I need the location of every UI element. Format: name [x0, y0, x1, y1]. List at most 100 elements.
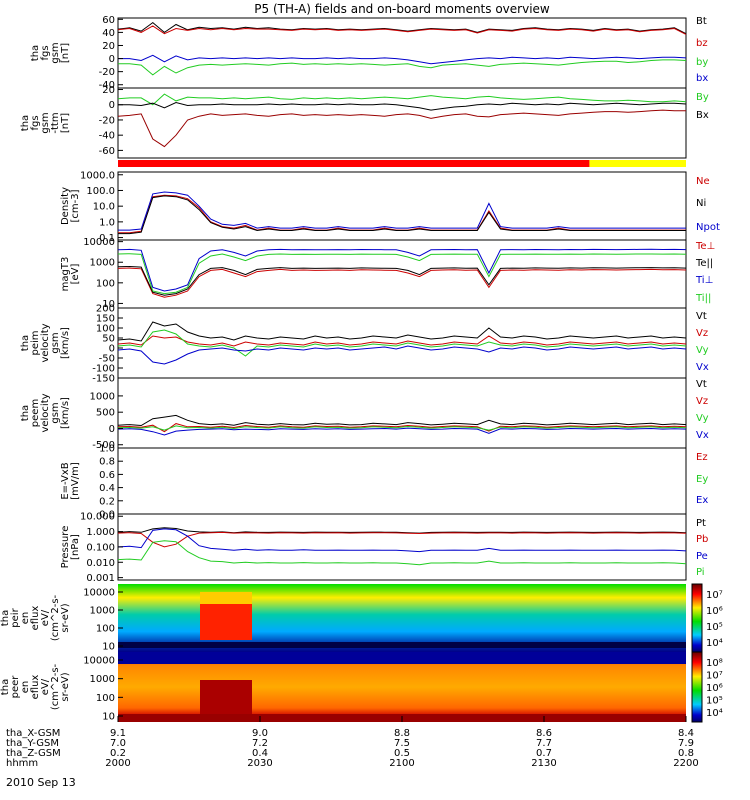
y-axis-label: tha: [20, 335, 31, 351]
legend-label-npot: Npot: [696, 222, 720, 233]
panel-frame: [117, 447, 687, 515]
panel-frame: [117, 87, 687, 159]
y-tick-label: 1000.0: [80, 170, 115, 181]
spectrogram-feature: [200, 680, 252, 714]
y-tick-label: 10: [102, 712, 115, 723]
x-tick-label: 7.2: [252, 738, 268, 749]
x-tick-label: 0.8: [678, 748, 694, 759]
y-axis-label: gsm: [50, 42, 61, 63]
spectrogram-feature: [118, 652, 686, 664]
colorbar-tick-label: 10⁵: [706, 696, 723, 707]
y-axis-label: tha: [20, 405, 31, 421]
y-tick-label: 0: [109, 344, 115, 355]
colorbar: [691, 651, 703, 723]
x-row-label: tha_X-GSM: [6, 728, 60, 739]
x-tick-label: 8.4: [678, 728, 694, 739]
legend-label-vz: Vz: [696, 328, 708, 339]
y-axis-label: eV/: [40, 678, 51, 695]
y-tick-label: 0.4: [99, 483, 115, 494]
y-axis-label: fgs: [30, 115, 41, 130]
y-axis-label: Density: [60, 187, 71, 225]
x-tick-label: 0.7: [536, 748, 552, 759]
y-axis-label: fgs: [40, 45, 51, 60]
y-axis-label: [eV]: [70, 264, 81, 285]
y-tick-label: 10: [102, 642, 115, 653]
y-tick-label: 0: [109, 424, 115, 435]
panel-6: Vt Vz Vy Vx 1000 500 0 -500 tha peem velocity gsm [k…: [20, 377, 709, 451]
plot-title: P5 (TH-A) fields and on-board moments ov…: [254, 2, 550, 16]
series-line-te⊥: [117, 267, 687, 298]
legend-label-bx: Bx: [696, 110, 709, 121]
y-tick-label: 10000: [83, 656, 115, 667]
series-line-pi: [117, 540, 687, 566]
y-axis-label: [nPa]: [70, 534, 81, 560]
series-line-bt: [117, 21, 687, 35]
series-line-vz: [117, 423, 687, 433]
y-axis-label: peer: [10, 675, 21, 699]
legend-label-vx: Vx: [696, 430, 709, 441]
series-line-vx: [117, 427, 687, 436]
y-axis-label: sr-eV): [60, 672, 71, 701]
spectrogram-feature: [118, 642, 686, 648]
y-tick-label: 150: [96, 314, 115, 325]
series-line-vt: [117, 321, 687, 342]
x-tick-label: 8.6: [536, 728, 552, 739]
y-tick-label: 0.010: [86, 558, 115, 569]
legend-label-by: by: [696, 57, 708, 68]
x-tick-label: 8.8: [394, 728, 410, 739]
x-tick-label: 2130: [531, 758, 556, 769]
colorbar-tick-label: 10⁷: [706, 590, 723, 601]
legend-label-bz: Bz: [696, 0, 708, 3]
series-line-bz: [117, 25, 687, 35]
panel-1: Bt bz by bx 60 40 20 0 -20 -40 tha fgs gsm [nT]: [30, 15, 708, 91]
y-tick-label: 1000: [90, 606, 115, 617]
series-line-pb: [117, 531, 687, 548]
y-tick-label: 10.0: [93, 202, 115, 213]
y-tick-label: 40: [102, 28, 115, 39]
y-tick-label: 100: [96, 624, 115, 635]
y-axis-label: en: [20, 681, 31, 694]
series-line-by: [118, 59, 687, 76]
y-tick-label: -40: [99, 131, 115, 142]
legend-label-te⊥: Te⊥: [695, 241, 715, 252]
y-axis-label: en: [20, 612, 31, 625]
orbit-region-bar-yellow: [589, 160, 686, 167]
x-row-label: tha_Y-GSM: [6, 738, 59, 749]
y-tick-label: 0.2: [99, 496, 115, 507]
y-tick-label: 100.0: [86, 186, 115, 197]
colorbar-tick-label: 10⁶: [706, 606, 723, 617]
y-tick-label: 0.100: [86, 542, 115, 553]
y-axis-label: tha: [30, 45, 41, 61]
x-tick-label: 2200: [673, 758, 698, 769]
series-line-bx: [118, 101, 687, 111]
y-axis-label: [mV/m]: [70, 462, 81, 500]
y-axis-label: gsm: [40, 112, 51, 133]
series-line-vy: [117, 425, 687, 431]
legend-label-ey: Ey: [696, 474, 708, 485]
x-tick-label: 2030: [247, 758, 272, 769]
y-tick-label: -40: [99, 80, 115, 91]
y-tick-label: 50: [102, 334, 115, 345]
y-axis-label: magT3: [60, 257, 71, 292]
series-line-npot: [118, 191, 686, 231]
x-axis-group: tha_X-GSM 9.1 9.0 8.8 8.6 8.4 tha_Y-GSM 7.0 7.2 7…: [6, 716, 699, 769]
x-tick-label: 2100: [389, 758, 414, 769]
legend-label-ex: Ex: [696, 495, 708, 506]
y-axis-label: [km/s]: [60, 327, 71, 359]
y-tick-label: 20: [102, 85, 115, 96]
series-line-te||: [117, 265, 687, 296]
colorbar-tick-label: 10⁸: [706, 658, 723, 669]
y-tick-label: 1000: [90, 258, 115, 269]
y-axis-label: gsm: [50, 402, 61, 423]
legend-label-ez: Ez: [696, 452, 708, 463]
colorbar-tick-label: 10⁷: [706, 671, 723, 682]
y-axis-label: (cm^2-s-: [50, 594, 61, 641]
y-axis-label: gsm: [50, 332, 61, 353]
y-axis-label: peir: [10, 607, 21, 627]
series-line-ti||: [117, 253, 687, 295]
legend-label-vt: Vt: [696, 311, 707, 322]
y-axis-label: E=-VxB: [60, 462, 71, 499]
